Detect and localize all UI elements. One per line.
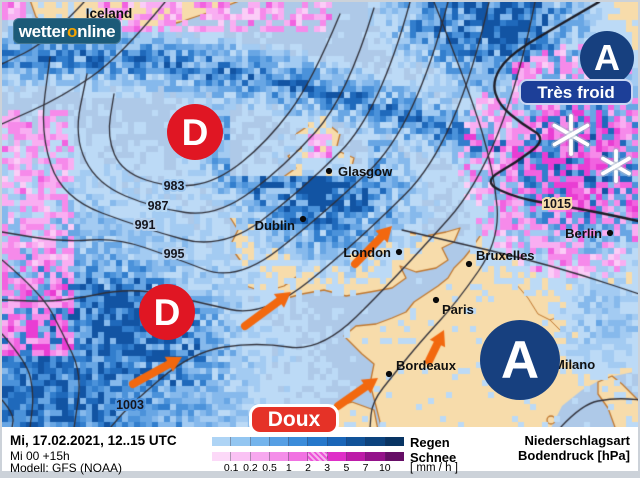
legend-color-step xyxy=(385,437,404,446)
legend-tick-label: 5 xyxy=(343,462,350,474)
logo-text-accent: o xyxy=(67,21,78,41)
legend-color-step xyxy=(269,452,290,461)
legend-color-step xyxy=(347,452,367,461)
legend-color-step xyxy=(366,437,386,446)
footer-precip-type-label: Niederschlagsart xyxy=(524,433,631,448)
legend-snow-label: Schnee xyxy=(410,450,457,465)
legend-color-step xyxy=(385,452,404,461)
legend-color-step xyxy=(327,437,348,446)
footer-model-run: Mi 00 +15h xyxy=(10,449,70,463)
legend-color-step xyxy=(289,452,309,461)
legend-color-step xyxy=(212,452,232,461)
precipitation-pressure-map xyxy=(2,2,638,427)
legend-tick-label: 7 xyxy=(362,462,369,474)
legend-tick-labels: 0.1 0.2 0.5 1 2 3 5 7 10 xyxy=(2,462,638,474)
footer-model-name: Modell: GFS (NOAA) xyxy=(10,461,123,475)
legend-tick-label: 0.2 xyxy=(243,462,258,474)
legend-rain-colorbar xyxy=(212,437,404,446)
legend-color-step xyxy=(231,437,251,446)
legend-color-step xyxy=(327,452,348,461)
legend-tick-label: 0.5 xyxy=(262,462,277,474)
legend-color-step xyxy=(212,437,232,446)
legend-color-step xyxy=(250,452,270,461)
legend-color-step xyxy=(269,437,290,446)
legend-color-step xyxy=(308,437,328,446)
legend-color-step xyxy=(289,437,309,446)
legend-color-step xyxy=(308,452,328,461)
legend-tick-label: 10 xyxy=(378,462,391,474)
logo-text-main: wetter xyxy=(18,21,68,41)
legend-snow-colorbar xyxy=(212,452,404,461)
legend-tick-label: 1 xyxy=(285,462,292,474)
footer-date: Mi, 17.02.2021, 12..15 UTC xyxy=(10,433,177,448)
weather-map: Iceland Glasgow Dublin London Bruxelles Paris… xyxy=(2,2,638,435)
legend-color-step xyxy=(366,452,386,461)
legend-unit-label: [ mm / h ] xyxy=(410,462,458,474)
wetteronline-logo[interactable]: wetter o nline xyxy=(13,18,121,44)
legend-color-step xyxy=(231,452,251,461)
legend-tick-label: 2 xyxy=(305,462,311,474)
legend-rain-label: Regen xyxy=(410,435,450,450)
legend-color-step xyxy=(250,437,270,446)
legend-tick-label: 0.1 xyxy=(223,462,239,474)
map-footer: Mi, 17.02.2021, 12..15 UTC Mi 00 +15h Mo… xyxy=(2,427,638,475)
logo-text-rest: nline xyxy=(77,21,116,41)
footer-pressure-label: Bodendruck [hPa] xyxy=(518,448,630,463)
legend-tick-label: 3 xyxy=(324,462,331,474)
legend-color-step xyxy=(347,437,367,446)
